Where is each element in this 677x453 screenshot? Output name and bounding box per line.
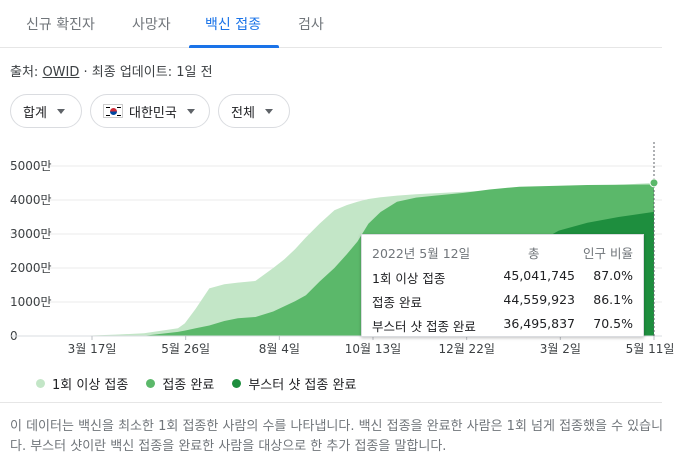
y-tick-label: 4000만 (10, 193, 52, 207)
stat-tabs: 신규 확진자 사망자 백신 접종 검사 (0, 0, 662, 48)
tab-deaths[interactable]: 사망자 (132, 17, 171, 33)
source-link[interactable]: OWID (42, 65, 80, 80)
tab-new-cases[interactable]: 신규 확진자 (26, 17, 95, 33)
chevron-down-icon (56, 108, 65, 114)
tooltip-col-ratio: 인구 비율 (583, 246, 633, 261)
y-tick-label: 1000만 (10, 295, 52, 309)
tooltip-label: 1회 이상 접종 (372, 271, 446, 286)
tab-tests[interactable]: 검사 (298, 17, 324, 33)
legend-label: 부스터 샷 접종 완료 (248, 378, 357, 393)
divider (0, 402, 662, 403)
korea-flag-icon (103, 104, 123, 118)
tooltip-date: 2022년 5월 12일 (372, 246, 471, 261)
country-filter-label: 대한민국 (129, 105, 177, 121)
chevron-down-icon (186, 108, 195, 114)
active-tab-indicator (189, 45, 279, 48)
y-tick-label: 2000만 (10, 261, 52, 275)
tooltip-total: 36,495,837 (503, 316, 575, 331)
hover-point (649, 178, 659, 188)
legend-item-booster[interactable]: 부스터 샷 접종 완료 (232, 374, 356, 393)
scope-filter-dropdown[interactable]: 전체 (218, 94, 290, 128)
x-tick-label: 3월 17일 (68, 342, 117, 356)
source-prefix: 출처: (10, 65, 39, 80)
tooltip-row: 접종 완료 44,559,923 86.1% (372, 292, 633, 310)
chevron-down-icon (264, 108, 273, 114)
legend-item-one-dose[interactable]: 1회 이상 접종 (36, 374, 128, 393)
y-tick-label: 3000만 (10, 227, 52, 241)
tooltip-ratio: 70.5% (593, 316, 633, 331)
scope-filter-label: 전체 (231, 105, 255, 121)
tooltip-row: 부스터 샷 접종 완료 36,495,837 70.5% (372, 316, 633, 334)
country-filter-dropdown[interactable]: 대한민국 (90, 94, 210, 128)
source-line: 출처: OWID · 최종 업데이트: 1일 전 (10, 61, 213, 80)
tooltip-col-total: 총 (528, 246, 540, 261)
chart-description: 이 데이터는 백신을 최소한 1회 접종한 사람의 수를 나타냅니다. 백신 접… (10, 419, 664, 453)
tab-vaccinations[interactable]: 백신 접종 (205, 17, 261, 33)
chart-tooltip: 2022년 5월 12일 총 인구 비율 1회 이상 접종 45,041,745… (361, 234, 644, 337)
tooltip-label: 접종 완료 (372, 295, 422, 310)
legend-label: 접종 완료 (162, 378, 215, 393)
total-filter-label: 합계 (23, 105, 47, 121)
tooltip-label: 부스터 샷 접종 완료 (372, 319, 476, 334)
x-tick-label: 8월 4일 (259, 342, 300, 356)
legend-dot-booster (232, 379, 242, 388)
x-tick-label: 5월 26일 (161, 342, 210, 356)
tooltip-total: 44,559,923 (503, 292, 575, 307)
tooltip-row: 1회 이상 접종 45,041,745 87.0% (372, 268, 633, 286)
chart-legend: 1회 이상 접종 접종 완료 부스터 샷 접종 완료 (36, 374, 356, 393)
tooltip-ratio: 86.1% (593, 292, 633, 307)
legend-dot-one-dose (36, 379, 45, 388)
tooltip-total: 45,041,745 (503, 268, 575, 283)
x-tick-label: 3월 2일 (540, 342, 581, 356)
legend-item-full[interactable]: 접종 완료 (146, 374, 214, 393)
y-tick-label: 5000만 (10, 159, 52, 173)
x-tick-label: 12월 22일 (438, 342, 494, 356)
tooltip-ratio: 87.0% (593, 268, 633, 283)
legend-label: 1회 이상 접종 (52, 378, 129, 393)
x-tick-label: 5월 11일 (626, 342, 675, 356)
last-updated: · 최종 업데이트: 1일 전 (83, 65, 213, 80)
total-filter-dropdown[interactable]: 합계 (10, 94, 82, 128)
x-tick-label: 10월 13일 (345, 342, 401, 356)
legend-dot-full (146, 379, 156, 388)
